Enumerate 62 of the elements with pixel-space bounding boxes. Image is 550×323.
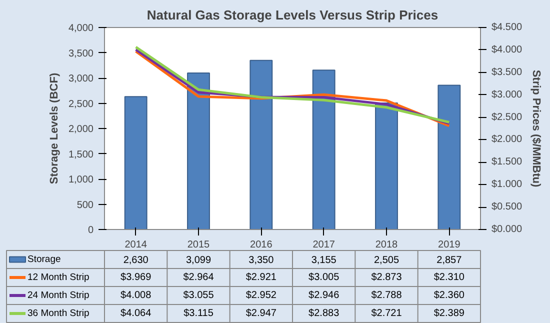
- x-tick-label: 2018: [375, 240, 398, 250]
- x-tick-label: 2019: [438, 240, 461, 250]
- legend-label: Storage: [28, 254, 61, 265]
- data-label: $2.310: [434, 272, 465, 283]
- chart-title: Natural Gas Storage Levels Versus Strip Prices: [146, 8, 438, 22]
- y-tick-label: 4,000: [68, 23, 94, 34]
- data-label: $2.721: [371, 308, 402, 319]
- y-tick-label: 0: [88, 225, 94, 236]
- data-label: $2.788: [371, 290, 402, 301]
- x-tick-label: 2015: [187, 240, 210, 250]
- bar: [438, 84, 461, 230]
- data-label: $2.921: [246, 272, 277, 283]
- data-label: $3.005: [308, 272, 340, 283]
- y2-tick-label: $2.500: [492, 112, 523, 123]
- data-label: $3.055: [183, 290, 214, 301]
- data-label: $2.964: [183, 272, 214, 283]
- data-label: 3,099: [186, 255, 212, 266]
- legend-label: 36 Month Strip: [28, 308, 90, 319]
- data-label: 2,505: [374, 255, 400, 266]
- bar: [187, 72, 210, 230]
- y-tick-label: 500: [76, 200, 94, 211]
- data-label: 3,155: [311, 255, 337, 266]
- x-tick-label: 2014: [124, 240, 148, 250]
- bar: [375, 102, 398, 230]
- data-label: 2,857: [436, 255, 462, 266]
- y-tick-label: 2,500: [68, 98, 94, 110]
- data-label: $2.947: [246, 308, 277, 319]
- x-tick-label: 2017: [312, 240, 336, 250]
- data-label: $3.115: [184, 308, 214, 319]
- data-label: 2,630: [123, 255, 149, 266]
- y-tick-label: 1,500: [68, 149, 94, 160]
- y-tick-label: 1,000: [68, 174, 94, 186]
- data-label: 3,350: [248, 255, 274, 266]
- y-axis-title: Storage Levels (BCF): [48, 72, 60, 184]
- x-tick-label: 2016: [250, 240, 273, 250]
- y2-tick-label: $0.000: [492, 224, 523, 235]
- y2-axis-title: Strip Prices ($/MMBtu): [530, 70, 542, 188]
- data-label: $4.064: [120, 308, 152, 319]
- data-label: $2.946: [308, 290, 340, 301]
- bar: [250, 60, 273, 230]
- data-label: $2.873: [371, 272, 402, 283]
- bar: [312, 70, 336, 230]
- data-label: $2.360: [434, 290, 465, 301]
- y2-tick-label: $4.000: [492, 44, 523, 56]
- y2-tick-label: $3.000: [492, 89, 523, 100]
- data-label: $2.389: [434, 308, 465, 319]
- data-label: $3.969: [120, 272, 152, 283]
- y2-tick-label: $2.000: [492, 134, 523, 146]
- y2-tick-label: $3.500: [492, 66, 523, 78]
- data-label: $4.008: [120, 290, 152, 301]
- data-label: $2.952: [246, 290, 277, 301]
- y2-tick-label: $4.500: [492, 22, 523, 33]
- y-tick-label: 3,000: [68, 74, 94, 84]
- y-tick-label: 2,000: [68, 124, 94, 135]
- y2-tick-label: $1.000: [492, 179, 523, 190]
- y2-tick-label: $0.500: [492, 202, 523, 213]
- legend-label: 24 Month Strip: [28, 290, 90, 301]
- y-tick-label: 3,500: [68, 48, 94, 60]
- y2-tick-label: $1.500: [492, 156, 523, 168]
- bar: [124, 96, 148, 230]
- legend-label: 12 Month Strip: [28, 272, 90, 283]
- data-label: $2.883: [308, 308, 340, 319]
